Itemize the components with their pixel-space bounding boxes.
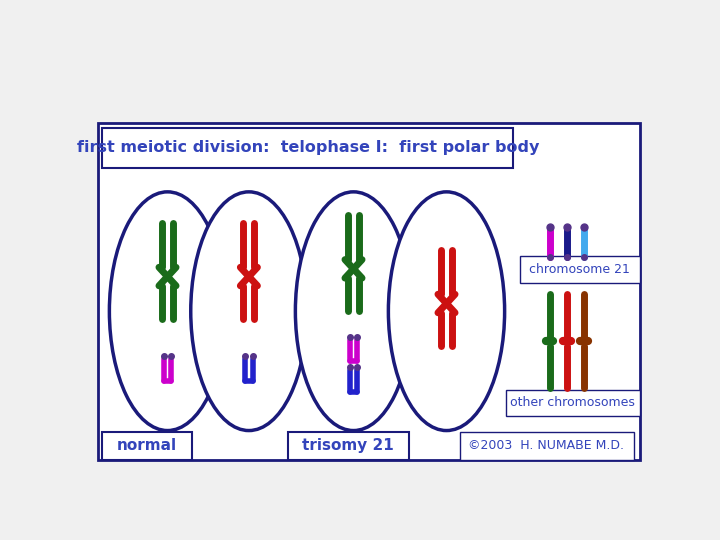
Text: other chromosomes: other chromosomes — [510, 396, 635, 409]
FancyBboxPatch shape — [98, 123, 640, 460]
Ellipse shape — [191, 192, 307, 430]
Ellipse shape — [109, 192, 225, 430]
FancyBboxPatch shape — [102, 128, 513, 168]
Text: trisomy 21: trisomy 21 — [302, 438, 394, 454]
FancyBboxPatch shape — [289, 432, 408, 460]
Text: ©2003  H. NUMABE M.D.: ©2003 H. NUMABE M.D. — [469, 440, 624, 453]
FancyBboxPatch shape — [459, 432, 634, 460]
Text: chromosome 21: chromosome 21 — [529, 263, 630, 276]
FancyBboxPatch shape — [520, 256, 640, 284]
FancyBboxPatch shape — [102, 432, 192, 460]
Ellipse shape — [295, 192, 412, 430]
Text: first meiotic division:  telophase I:  first polar body: first meiotic division: telophase I: fir… — [76, 140, 539, 156]
Text: normal: normal — [117, 438, 176, 454]
Ellipse shape — [388, 192, 505, 430]
FancyBboxPatch shape — [506, 390, 640, 416]
